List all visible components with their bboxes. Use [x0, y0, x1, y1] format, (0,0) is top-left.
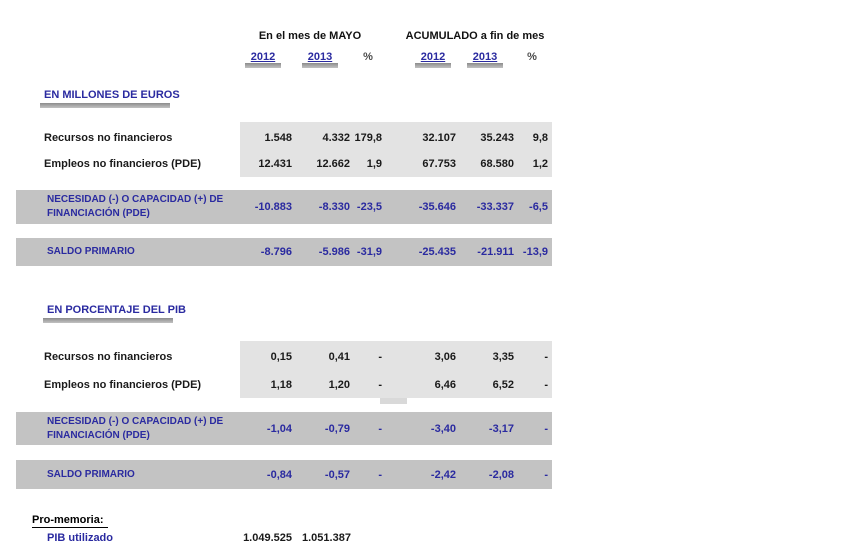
column-header-2012-month: 2012 — [243, 51, 283, 63]
value-cell: 1,18 — [270, 379, 292, 391]
row-label: SALDO PRIMARIO — [47, 246, 135, 257]
value-cell: - — [544, 422, 548, 435]
value-cell: 3,35 — [492, 351, 514, 363]
value-cell: -3,40 — [430, 422, 456, 435]
value-cell: 6,52 — [492, 379, 514, 391]
highlight-row-saldo: SALDO PRIMARIO -0,84 -0,57 - -2,42 -2,08… — [16, 460, 552, 489]
values-background-box — [240, 122, 552, 177]
value-cell: 1,2 — [532, 158, 548, 170]
value-cell: -35.646 — [418, 201, 456, 213]
value-cell: 1.051.387 — [302, 532, 351, 544]
section-title-underline-bar — [43, 318, 173, 323]
column-header-pct-accum: % — [527, 51, 537, 63]
row-label: Recursos no financieros — [44, 351, 173, 363]
row-label: SALDO PRIMARIO — [47, 468, 135, 480]
table-row: Recursos no financieros 0,15 0,41 - 3,06… — [0, 350, 864, 364]
value-cell: 12.662 — [316, 158, 350, 170]
value-cell: -0,79 — [324, 422, 350, 435]
column-header-2012-accum: 2012 — [413, 51, 453, 63]
row-label: NECESIDAD (-) O CAPACIDAD (+) DE FINANCI… — [47, 415, 224, 441]
header-underline-bar — [415, 63, 451, 68]
value-cell: 12.431 — [258, 158, 292, 170]
group-header-accumulated: ACUMULADO a fin de mes — [405, 30, 545, 42]
value-cell: 1.049.525 — [243, 532, 292, 544]
highlight-row-necesidad: NECESIDAD (-) O CAPACIDAD (+) DE FINANCI… — [16, 190, 552, 224]
value-cell: -8.330 — [318, 201, 350, 213]
values-background-box — [240, 341, 552, 398]
table-row: Recursos no financieros 1.548 4.332 179,… — [0, 131, 864, 145]
value-cell: -6,5 — [529, 201, 548, 213]
value-cell: -31,9 — [356, 246, 382, 258]
value-cell: -0,84 — [266, 468, 292, 481]
value-cell: 3,06 — [434, 351, 456, 363]
value-cell: -21.911 — [477, 246, 514, 258]
value-cell: - — [378, 379, 382, 391]
value-cell: -5.986 — [318, 246, 350, 258]
value-cell: 0,41 — [328, 351, 350, 363]
value-cell: 1.548 — [264, 132, 292, 144]
year-label: 2013 — [307, 51, 333, 63]
section-title-porcentaje: EN PORCENTAJE DEL PIB — [47, 304, 186, 316]
year-label: 2012 — [420, 51, 446, 63]
value-cell: 35.243 — [480, 132, 514, 144]
section-title-underline-bar — [40, 103, 170, 108]
value-cell: 67.753 — [422, 158, 456, 170]
value-cell: 32.107 — [422, 132, 456, 144]
value-cell: -0,57 — [324, 468, 350, 481]
value-cell: -10.883 — [254, 201, 292, 213]
value-cell: -13,9 — [522, 246, 548, 258]
value-cell: - — [544, 468, 548, 481]
value-cell: 6,46 — [434, 379, 456, 391]
value-cell: 9,8 — [532, 132, 548, 144]
value-cell: 179,8 — [354, 132, 382, 144]
value-cell: -3,17 — [488, 422, 514, 435]
value-cell: -25.435 — [418, 246, 456, 258]
row-label: Empleos no financieros (PDE) — [44, 158, 202, 170]
group-header-month: En el mes de MAYO — [258, 30, 362, 42]
year-label: 2012 — [250, 51, 276, 63]
value-cell: 1,20 — [328, 379, 350, 391]
section-title-millones: EN MILLONES DE EUROS — [44, 89, 180, 101]
header-underline-bar — [245, 63, 281, 68]
value-cell: -2,08 — [488, 468, 514, 481]
column-header-2013-month: 2013 — [300, 51, 340, 63]
row-label: Recursos no financieros — [44, 132, 173, 144]
value-cell: 4.332 — [322, 132, 350, 144]
value-cell: -23,5 — [356, 201, 382, 213]
row-label: NECESIDAD (-) O CAPACIDAD (+) DE FINANCI… — [47, 194, 224, 219]
value-cell: - — [378, 351, 382, 363]
year-label: 2013 — [472, 51, 498, 63]
value-cell: -2,42 — [430, 468, 456, 481]
pib-label: PIB utilizado — [47, 532, 113, 544]
column-header-pct-month: % — [363, 51, 373, 63]
header-underline-bar — [302, 63, 338, 68]
value-cell: - — [544, 351, 548, 363]
value-cell: -33.337 — [476, 201, 514, 213]
value-cell: -8.796 — [260, 246, 292, 258]
value-cell: - — [544, 379, 548, 391]
table-row: Empleos no financieros (PDE) 12.431 12.6… — [0, 157, 864, 171]
table-row: Empleos no financieros (PDE) 1,18 1,20 -… — [0, 378, 864, 392]
pib-row: PIB utilizado 1.049.525 1.051.387 — [0, 531, 864, 545]
value-cell: 1,9 — [366, 158, 382, 170]
value-cell: -1,04 — [266, 422, 292, 435]
header-underline-bar — [467, 63, 503, 68]
column-header-2013-accum: 2013 — [465, 51, 505, 63]
value-cell: - — [378, 422, 382, 435]
value-cell: 68.580 — [480, 158, 514, 170]
value-cell: 0,15 — [270, 351, 292, 363]
highlight-row-saldo: SALDO PRIMARIO -8.796 -5.986 -31,9 -25.4… — [16, 238, 552, 266]
row-label: Empleos no financieros (PDE) — [44, 379, 202, 391]
promemoria-label: Pro-memoria: — [32, 514, 108, 528]
highlight-row-necesidad: NECESIDAD (-) O CAPACIDAD (+) DE FINANCI… — [16, 412, 552, 445]
cell-fill-notch — [380, 398, 407, 404]
value-cell: - — [378, 468, 382, 481]
